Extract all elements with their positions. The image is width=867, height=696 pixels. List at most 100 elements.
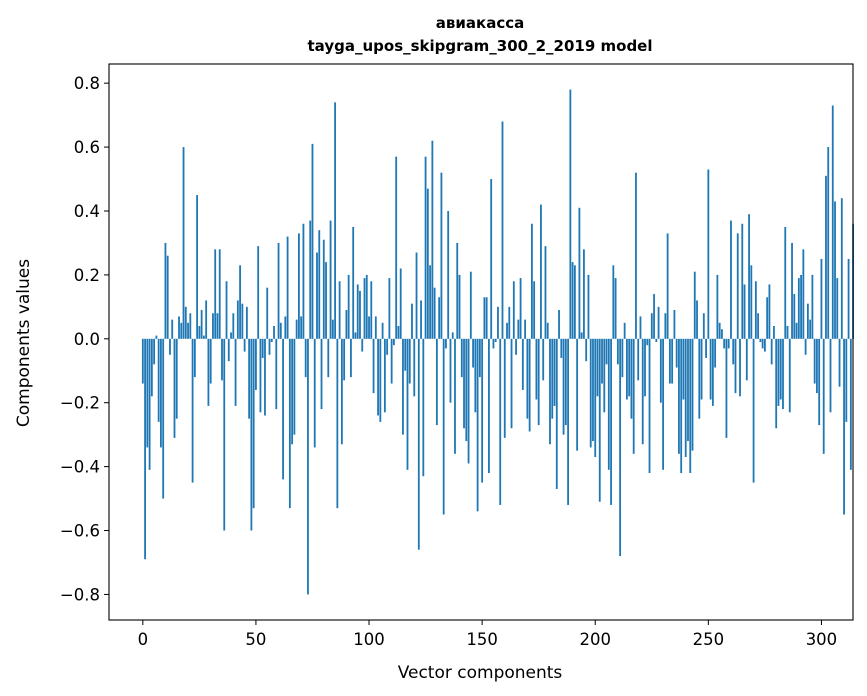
bar xyxy=(173,338,176,438)
bar xyxy=(483,297,486,339)
bar xyxy=(797,278,800,339)
bar xyxy=(657,306,660,339)
bar xyxy=(707,169,710,339)
plot-frame xyxy=(108,63,854,621)
bar xyxy=(318,230,321,339)
y-tick-label: −0.4 xyxy=(60,458,100,477)
bar xyxy=(304,338,307,378)
x-tick-label: 50 xyxy=(245,630,266,649)
bar xyxy=(435,338,438,426)
bar xyxy=(524,319,527,339)
bar xyxy=(730,220,732,339)
bar xyxy=(447,210,450,339)
bar xyxy=(383,338,386,413)
x-tick-label: 150 xyxy=(466,630,498,649)
bar xyxy=(510,338,513,429)
bar xyxy=(820,258,823,339)
bar xyxy=(268,338,271,355)
bar xyxy=(754,281,757,339)
bar xyxy=(650,313,653,339)
bar xyxy=(644,338,646,397)
bar xyxy=(659,338,662,403)
bar xyxy=(763,338,766,352)
bar xyxy=(630,338,633,419)
y-tick-label: 0.8 xyxy=(74,74,100,93)
bar xyxy=(610,338,612,505)
bar xyxy=(424,156,427,339)
bar xyxy=(227,338,230,362)
bar xyxy=(322,239,325,339)
bar xyxy=(666,233,669,339)
bar xyxy=(182,147,185,339)
bar xyxy=(718,322,721,339)
bar xyxy=(811,274,814,339)
bar xyxy=(773,326,775,339)
bar xyxy=(261,338,264,358)
bar xyxy=(352,226,355,339)
bar xyxy=(607,338,610,470)
bar xyxy=(734,338,737,394)
bar xyxy=(442,338,445,515)
bar xyxy=(359,290,361,339)
bar xyxy=(623,322,626,339)
bar xyxy=(363,278,366,339)
bar xyxy=(221,338,223,381)
bar xyxy=(671,338,674,384)
bar xyxy=(800,274,802,339)
bar xyxy=(592,338,594,442)
bar xyxy=(370,281,373,339)
bar xyxy=(736,233,739,339)
chart-subtitle: tayga_upos_skipgram_300_2_2019 model xyxy=(308,37,653,55)
bar xyxy=(637,338,640,381)
bar xyxy=(402,338,404,435)
bar xyxy=(214,249,217,339)
bar xyxy=(655,338,658,342)
x-tick-label: 100 xyxy=(353,630,385,649)
bar xyxy=(770,338,773,365)
bar xyxy=(546,322,549,339)
bar xyxy=(153,338,156,365)
bar xyxy=(488,338,490,474)
bar xyxy=(239,265,241,339)
bar xyxy=(508,306,511,339)
bar xyxy=(291,338,294,445)
bar xyxy=(578,207,581,339)
bar xyxy=(743,284,746,339)
bar xyxy=(377,338,379,416)
bar xyxy=(757,313,760,339)
bar xyxy=(169,338,171,355)
bar xyxy=(259,338,262,413)
x-tick-label: 250 xyxy=(693,630,725,649)
bar xyxy=(705,338,707,358)
bar xyxy=(721,329,723,339)
bar xyxy=(791,242,793,339)
bar xyxy=(702,313,705,339)
bar xyxy=(440,172,443,339)
bar xyxy=(542,338,545,381)
bar xyxy=(678,338,680,454)
bar xyxy=(689,338,692,474)
bar xyxy=(361,338,364,352)
bar xyxy=(334,102,336,339)
bar xyxy=(340,338,343,445)
bar xyxy=(555,338,558,489)
bar xyxy=(356,284,359,339)
bar xyxy=(573,265,576,339)
bar xyxy=(605,338,608,365)
bar xyxy=(257,246,260,339)
bar xyxy=(816,338,818,394)
bar xyxy=(286,236,289,339)
bar xyxy=(567,338,569,505)
bar xyxy=(519,278,522,339)
bar xyxy=(279,322,282,339)
bar xyxy=(241,303,244,339)
bar xyxy=(458,274,461,339)
bar xyxy=(786,326,789,339)
bar xyxy=(300,316,303,339)
bar xyxy=(589,338,592,448)
bar xyxy=(200,310,203,339)
bar xyxy=(207,338,210,406)
bar xyxy=(628,338,631,397)
bar xyxy=(196,195,199,339)
bar xyxy=(825,175,827,339)
